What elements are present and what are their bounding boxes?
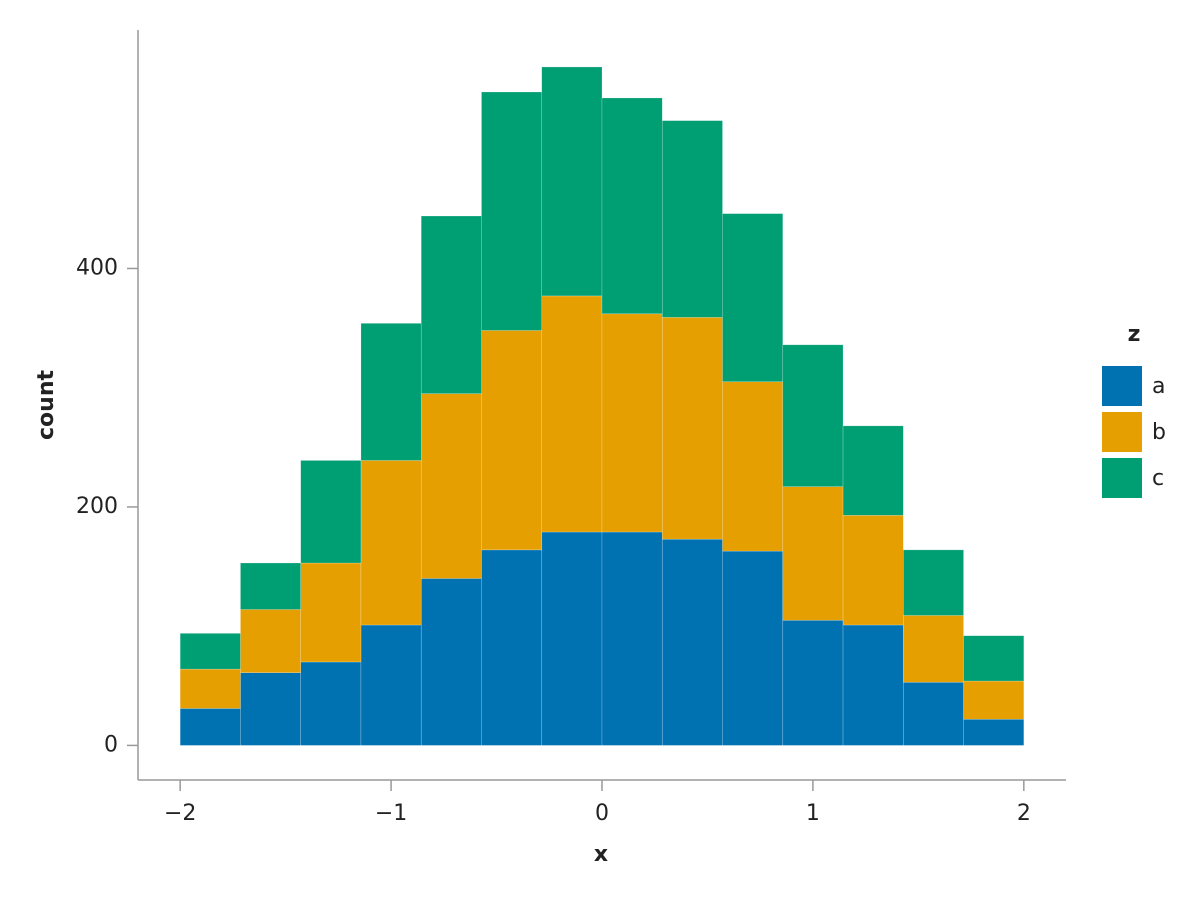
bar xyxy=(420,578,482,746)
bar xyxy=(601,531,663,746)
bar xyxy=(722,213,784,383)
x-tick-label: 1 xyxy=(806,801,820,826)
bar xyxy=(481,549,543,746)
legend-swatch xyxy=(1102,458,1142,498)
bar xyxy=(481,91,543,331)
legend-swatch xyxy=(1102,366,1142,406)
legend-title: z xyxy=(1128,322,1141,347)
bar xyxy=(782,619,844,746)
bar xyxy=(179,668,241,709)
bar xyxy=(240,672,301,746)
bar xyxy=(541,531,603,746)
bar xyxy=(903,615,964,683)
x-axis-label: x xyxy=(594,842,608,867)
bar xyxy=(903,549,964,616)
bar xyxy=(963,718,1025,746)
x-tick-label: −2 xyxy=(164,801,196,826)
bar xyxy=(601,313,663,533)
bar xyxy=(722,381,784,552)
legend-label: c xyxy=(1152,466,1164,491)
bar xyxy=(179,633,241,670)
bar xyxy=(420,393,482,579)
bar xyxy=(782,486,844,621)
x-tick-label: 0 xyxy=(595,801,609,826)
bar xyxy=(360,624,422,746)
bar xyxy=(420,215,482,394)
bar xyxy=(179,708,241,746)
bar xyxy=(300,460,362,564)
x-tick-label: −1 xyxy=(375,801,407,826)
bar xyxy=(360,323,422,461)
bar xyxy=(782,344,844,487)
y-tick-label: 0 xyxy=(104,732,118,757)
bar xyxy=(903,681,964,746)
y-tick-label: 400 xyxy=(76,255,118,280)
y-axis-label: count xyxy=(34,370,59,440)
bar xyxy=(360,460,422,626)
bar xyxy=(661,317,723,540)
bar xyxy=(722,550,784,746)
bar xyxy=(300,562,362,663)
legend-label: b xyxy=(1152,420,1166,445)
bar xyxy=(240,609,301,673)
x-tick-label: 2 xyxy=(1017,801,1031,826)
bar xyxy=(963,635,1025,682)
bar xyxy=(481,330,543,551)
y-tick-label: 200 xyxy=(76,494,118,519)
legend-swatch xyxy=(1102,412,1142,452)
bar xyxy=(541,295,603,533)
bar xyxy=(963,680,1025,720)
bar xyxy=(601,97,663,315)
bar xyxy=(661,538,723,746)
bar xyxy=(842,514,904,626)
bar xyxy=(541,66,603,297)
bar xyxy=(300,661,362,746)
bar xyxy=(240,562,301,610)
bar xyxy=(842,425,904,516)
legend-label: a xyxy=(1152,374,1165,399)
bar xyxy=(661,120,723,318)
bar xyxy=(842,624,904,746)
